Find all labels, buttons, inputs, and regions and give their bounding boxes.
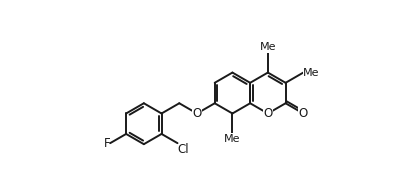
Text: O: O [299,107,308,120]
Text: Me: Me [224,134,241,144]
Text: F: F [103,137,110,150]
Text: O: O [263,107,272,120]
Text: Me: Me [260,42,276,52]
Text: O: O [192,107,202,120]
Text: Cl: Cl [177,143,189,156]
Text: Me: Me [303,68,320,78]
